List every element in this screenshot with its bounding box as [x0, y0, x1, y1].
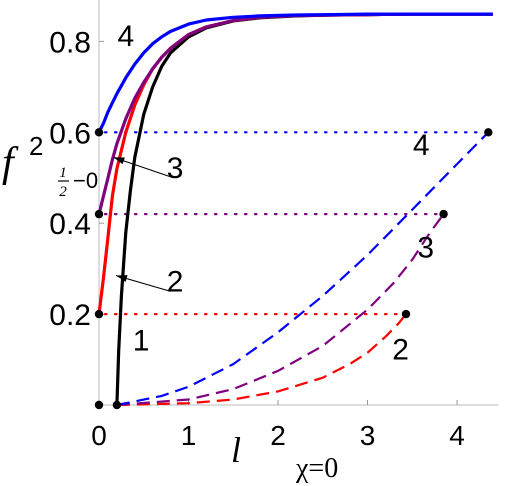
curve-label: 2: [392, 334, 409, 367]
pointer-arrows: [113, 156, 174, 292]
curve-label: 3: [167, 152, 184, 185]
x-tick-label: 0: [91, 420, 107, 451]
dashed-series-4: [116, 131, 490, 407]
curve-label: 1: [133, 324, 150, 357]
y-tick-label: 0.8: [49, 26, 91, 59]
curve-label: 3: [417, 231, 434, 264]
x-tick-label: 2: [270, 420, 286, 451]
dotted-links: [103, 131, 484, 316]
chi-annotation: χ=0: [295, 453, 338, 484]
series-lines: [97, 12, 493, 407]
arrow-head: [116, 275, 128, 282]
svg-text:−0: −0: [73, 168, 98, 193]
endpoint-dot: [94, 309, 104, 319]
y-tick-label: 0.4: [49, 208, 91, 241]
endpoint-dot: [484, 128, 493, 137]
x-tick-label: 4: [449, 420, 465, 451]
endpoint-dot: [112, 400, 122, 410]
svg-text:1: 1: [59, 165, 67, 181]
solid-series-4: [97, 12, 493, 134]
axes: [98, 0, 499, 406]
solid-series-1: [115, 12, 493, 406]
ticks: 0 1 2 3 40.20.40.60.8: [49, 26, 465, 451]
y-tick-label: 0.6: [49, 117, 91, 150]
svg-text:2: 2: [29, 131, 43, 161]
endpoint-dot: [94, 128, 104, 137]
endpoint-dot: [94, 400, 104, 410]
solid-series-2: [97, 12, 493, 315]
svg-text:f: f: [2, 140, 19, 186]
svg-text:2: 2: [59, 184, 67, 200]
endpoint-markers: [94, 128, 493, 410]
curve-label: 4: [118, 20, 135, 53]
x-tick-label: 3: [360, 420, 376, 451]
endpoint-dot: [94, 209, 104, 219]
x-axis-label: l: [231, 430, 241, 470]
curve-label: 2: [167, 265, 184, 298]
x-tick-label: 1: [181, 420, 197, 451]
y-tick-label: 0.2: [49, 299, 91, 332]
dashed-series-2: [116, 313, 407, 407]
arrow-head: [113, 157, 125, 165]
endpoint-dot: [401, 309, 411, 319]
solid-series-3: [97, 12, 493, 215]
endpoint-dot: [439, 209, 448, 219]
curve-label: 4: [413, 129, 430, 162]
dashed-series-3: [116, 213, 445, 407]
